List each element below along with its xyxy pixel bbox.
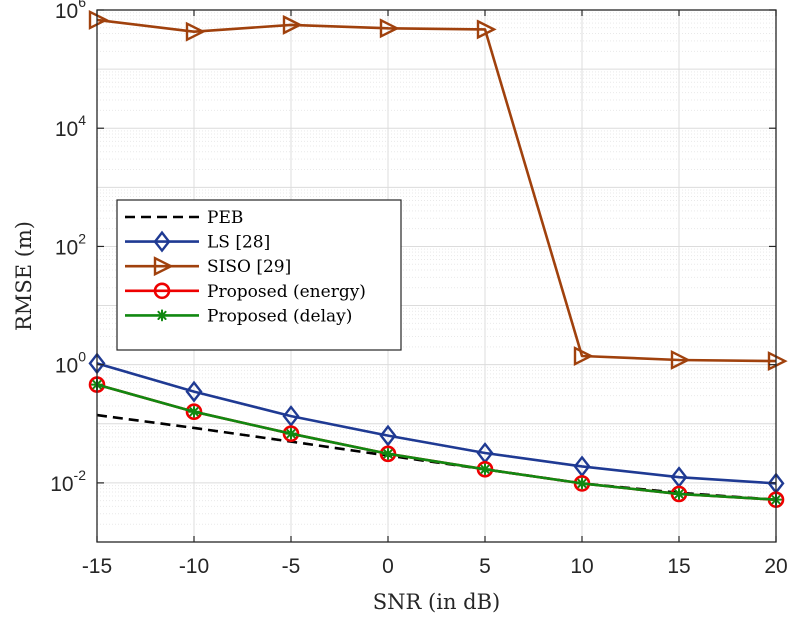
legend-marker <box>156 309 168 322</box>
data-point <box>670 350 691 370</box>
x-tick-label: -15 <box>82 555 112 578</box>
data-point <box>188 405 200 418</box>
x-tick-label: 10 <box>570 555 593 578</box>
data-point <box>282 14 303 35</box>
x-tick-label: -10 <box>179 555 209 578</box>
y-tick-label: 104 <box>55 112 86 141</box>
y-tick-label: 100 <box>55 349 86 378</box>
legend-entry: SISO [29] <box>125 256 291 277</box>
data-point <box>479 463 491 476</box>
data-point <box>379 424 397 447</box>
series-line <box>96 383 777 501</box>
data-point <box>185 380 203 403</box>
series-2 <box>88 9 788 372</box>
legend-label: Proposed (delay) <box>207 306 352 326</box>
data-point <box>382 447 394 460</box>
y-axis-label: RMSE (m) <box>12 221 36 331</box>
series-line <box>96 362 777 485</box>
legend-box <box>116 199 402 351</box>
data-point <box>573 346 594 366</box>
legend-marker <box>153 282 171 300</box>
x-tick-label: 0 <box>382 555 394 578</box>
data-point <box>282 425 300 442</box>
data-point <box>185 403 203 421</box>
x-tick-label: -5 <box>282 555 301 578</box>
x-tick-label: 15 <box>667 555 690 578</box>
x-axis-label: SNR (in dB) <box>373 590 500 614</box>
plot-frame <box>96 9 777 543</box>
data-point <box>379 18 400 39</box>
series-layer <box>88 9 788 508</box>
data-point <box>88 9 109 30</box>
data-point <box>673 487 685 500</box>
legend-entry: PEB <box>125 208 243 228</box>
legend-label: PEB <box>207 208 243 228</box>
legend-marker <box>153 230 171 253</box>
legend: PEB LS [28] SISO [29] Proposed (energy) Prop… <box>116 199 402 351</box>
data-point <box>185 21 206 42</box>
legend-entry: Proposed (delay) <box>125 306 352 326</box>
y-tick-label: 102 <box>55 230 86 259</box>
data-point <box>282 405 300 428</box>
data-point <box>476 19 497 40</box>
legend-label: LS [28] <box>207 233 270 253</box>
tick-layer: -15 -10 -5 0 5 10 15 20 10-2 100 102 104 106 <box>50 0 787 578</box>
legend-label: SISO [29] <box>207 257 291 277</box>
legend-entry: LS [28] <box>125 230 270 253</box>
legend-label: Proposed (energy) <box>207 282 366 302</box>
x-tick-label: 5 <box>479 555 491 578</box>
y-tick-label: 106 <box>55 0 86 23</box>
data-point <box>767 351 788 372</box>
series-line <box>96 18 777 363</box>
data-point <box>285 427 297 440</box>
data-point <box>576 477 588 490</box>
y-tick-label: 10-2 <box>50 467 86 496</box>
legend-marker <box>153 256 174 277</box>
x-tick-label: 20 <box>764 555 787 578</box>
legend-entry: Proposed (energy) <box>125 282 366 302</box>
